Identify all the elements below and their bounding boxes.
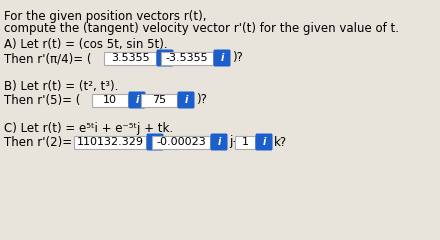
Text: j+: j+ xyxy=(229,136,242,149)
FancyBboxPatch shape xyxy=(177,91,194,108)
FancyBboxPatch shape xyxy=(235,136,255,149)
FancyBboxPatch shape xyxy=(92,94,128,107)
Text: 10: 10 xyxy=(103,95,117,105)
Text: i+: i+ xyxy=(165,136,178,149)
FancyBboxPatch shape xyxy=(74,136,146,149)
FancyBboxPatch shape xyxy=(213,49,231,66)
Text: ,: , xyxy=(175,52,179,65)
Text: ,: , xyxy=(147,94,151,107)
Text: compute the (tangent) velocity vector r'(t) for the given value of t.: compute the (tangent) velocity vector r'… xyxy=(4,22,399,35)
Text: Then r'(π/4)= (: Then r'(π/4)= ( xyxy=(4,52,92,65)
FancyBboxPatch shape xyxy=(141,94,177,107)
Text: 110132.329: 110132.329 xyxy=(77,137,143,147)
Text: i: i xyxy=(262,137,266,147)
Text: i: i xyxy=(184,95,188,105)
FancyBboxPatch shape xyxy=(152,136,210,149)
Text: Then r'(2)=: Then r'(2)= xyxy=(4,136,72,149)
Text: Then r'(5)= (: Then r'(5)= ( xyxy=(4,94,81,107)
Text: 75: 75 xyxy=(152,95,166,105)
FancyBboxPatch shape xyxy=(147,133,164,150)
Text: C) Let r(t) = e⁵ᵗi + e⁻⁵ᵗj + tk.: C) Let r(t) = e⁵ᵗi + e⁻⁵ᵗj + tk. xyxy=(4,122,173,135)
FancyBboxPatch shape xyxy=(161,52,213,65)
Text: For the given position vectors r(t),: For the given position vectors r(t), xyxy=(4,10,206,23)
FancyBboxPatch shape xyxy=(256,133,272,150)
Text: -3.5355: -3.5355 xyxy=(166,53,208,63)
FancyBboxPatch shape xyxy=(157,49,173,66)
Text: 1: 1 xyxy=(242,137,249,147)
Text: B) Let r(t) = (t², t³).: B) Let r(t) = (t², t³). xyxy=(4,80,118,93)
Text: )?: )? xyxy=(196,94,207,107)
Text: )?: )? xyxy=(232,52,243,65)
Text: i: i xyxy=(217,137,221,147)
Text: A) Let r(t) = (cos 5t, sin 5t).: A) Let r(t) = (cos 5t, sin 5t). xyxy=(4,38,168,51)
Text: k?: k? xyxy=(274,136,287,149)
FancyBboxPatch shape xyxy=(128,91,146,108)
Text: -0.00023: -0.00023 xyxy=(156,137,206,147)
Text: i: i xyxy=(220,53,224,63)
Text: 3.5355: 3.5355 xyxy=(111,53,149,63)
Text: i: i xyxy=(163,53,167,63)
Text: i: i xyxy=(136,95,139,105)
FancyBboxPatch shape xyxy=(104,52,156,65)
Text: i: i xyxy=(153,137,157,147)
FancyBboxPatch shape xyxy=(210,133,227,150)
